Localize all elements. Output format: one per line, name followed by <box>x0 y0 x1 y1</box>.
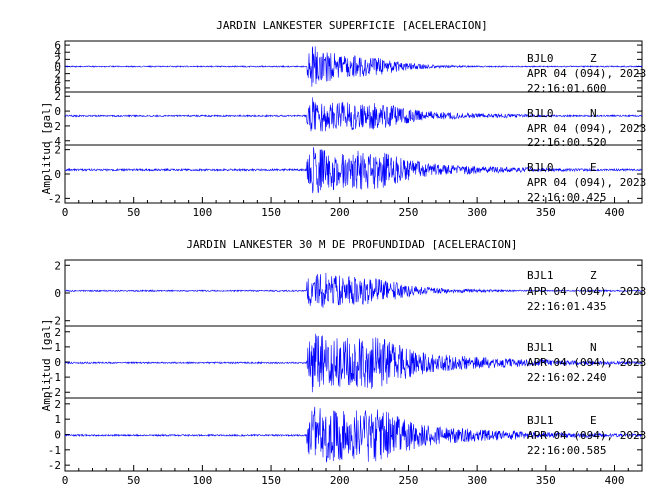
date-label: APR 04 (094), 2023 <box>527 356 646 369</box>
chart-title: JARDIN LANKESTER SUPERFICIE [ACELERACION… <box>216 19 488 32</box>
y-tick-label: 4 <box>54 75 61 88</box>
x-tick-label: 400 <box>605 206 625 219</box>
x-tick-label: 350 <box>536 474 556 487</box>
y-tick-label: -1 <box>48 444 61 457</box>
station-label: BJL0 <box>527 161 554 174</box>
x-tick-label: 100 <box>192 474 212 487</box>
time-label: 22:16:00.520 <box>527 136 606 149</box>
panel-bjl1-n: 2 1 0 -1 -2 BJL1 N APR 04 (094), 2023 22:16:… <box>48 325 646 399</box>
y-tick-label: 0 <box>54 429 61 442</box>
y-ticks: 2 0 -2 <box>48 144 642 205</box>
y-tick-label: 2 <box>54 68 61 81</box>
y-tick-label: 2 <box>54 144 61 157</box>
waveform-trace <box>64 147 643 194</box>
y-tick-label: 2 <box>54 398 61 411</box>
waveform-trace <box>64 272 643 308</box>
waveform-trace <box>64 406 643 463</box>
x-tick-label: 200 <box>330 474 350 487</box>
time-label: 22:16:02.240 <box>527 371 606 384</box>
x-tick-label: 300 <box>467 206 487 219</box>
station-label: BJL1 <box>527 414 554 427</box>
x-tick-label: 200 <box>330 206 350 219</box>
time-label: 22:16:01.600 <box>527 82 606 95</box>
x-tick-label: 50 <box>127 474 140 487</box>
y-tick-label: 6 <box>54 39 61 52</box>
x-tick-label: 150 <box>261 206 281 219</box>
date-label: APR 04 (094), 2023 <box>527 176 646 189</box>
y-tick-label: 6 <box>54 82 61 95</box>
y-tick-label: -2 <box>48 192 61 205</box>
x-tick-label: 350 <box>536 206 556 219</box>
y-tick-label: -1 <box>48 371 61 384</box>
component-label: Z <box>590 52 597 65</box>
date-label: APR 04 (094), 2023 <box>527 429 646 442</box>
x-tick-label: 0 <box>62 206 69 219</box>
time-label: 22:16:00.585 <box>527 444 606 457</box>
y-tick-label: 2 <box>54 53 61 66</box>
component-label: E <box>590 414 597 427</box>
y-tick-label: 1 <box>54 413 61 426</box>
y-tick-label: 0 <box>54 287 61 300</box>
y-ticks: 2 0 -2 -4 <box>48 90 642 148</box>
waveform-trace <box>64 46 643 87</box>
y-axis-label: Amplitud [gal] <box>40 102 53 195</box>
chart-title: JARDIN LANKESTER 30 M DE PROFUNDIDAD [AC… <box>186 238 517 251</box>
chart-superficie: JARDIN LANKESTER SUPERFICIE [ACELERACION… <box>40 19 646 219</box>
y-ticks: 2 0 -2 <box>48 259 642 328</box>
station-label: BJL0 <box>527 107 554 120</box>
x-tick-label: 0 <box>62 474 69 487</box>
y-tick-label: 2 <box>54 326 61 339</box>
date-label: APR 04 (094), 2023 <box>527 122 646 135</box>
y-tick-label: -2 <box>48 459 61 472</box>
x-tick-label: 100 <box>192 206 212 219</box>
y-tick-label: 2 <box>54 259 61 272</box>
x-axis: 0 50 100 150 200 250 300 350 400 <box>62 465 643 487</box>
y-tick-label: 1 <box>54 341 61 354</box>
y-tick-label: 0 <box>54 168 61 181</box>
x-tick-label: 50 <box>127 206 140 219</box>
panel-bjl1-e: 2 1 0 -1 -2 BJL1 E APR 04 (094), 2023 22:16:… <box>48 397 646 472</box>
x-tick-label: 250 <box>399 206 419 219</box>
component-label: N <box>590 341 597 354</box>
component-label: E <box>590 161 597 174</box>
panel-bjl0-e: 2 0 -2 BJL0 E APR 04 (094), 2023 22:16:00.… <box>48 144 646 206</box>
waveform-trace <box>64 333 643 393</box>
x-tick-label: 300 <box>467 474 487 487</box>
chart-profundidad: JARDIN LANKESTER 30 M DE PROFUNDIDAD [AC… <box>40 238 646 487</box>
panel-bjl0-n: 2 0 -2 -4 BJL0 N APR 04 (094), 2023 22:16:0… <box>48 90 646 149</box>
y-tick-label: 0 <box>54 356 61 369</box>
y-ticks: 2 1 0 -1 -2 <box>48 398 642 472</box>
date-label: APR 04 (094), 2023 <box>527 67 646 80</box>
y-tick-label: -2 <box>48 386 61 399</box>
y-tick-label: -2 <box>48 120 61 133</box>
y-tick-label: -2 <box>48 315 61 328</box>
station-label: BJL1 <box>527 269 554 282</box>
y-tick-label: 4 <box>54 46 61 59</box>
x-tick-label: 400 <box>605 474 625 487</box>
component-label: N <box>590 107 597 120</box>
date-label: APR 04 (094), 2023 <box>527 285 646 298</box>
x-tick-label: 150 <box>261 474 281 487</box>
y-tick-label: 2 <box>54 90 61 103</box>
component-label: Z <box>590 269 597 282</box>
station-label: BJL0 <box>527 52 554 65</box>
y-tick-label: -4 <box>48 135 62 148</box>
station-label: BJL1 <box>527 341 554 354</box>
time-label: 22:16:00.425 <box>527 191 606 204</box>
waveform-trace <box>64 97 643 132</box>
x-tick-label: 250 <box>399 474 419 487</box>
time-label: 22:16:01.435 <box>527 300 606 313</box>
y-tick-label: 0 <box>54 61 61 74</box>
y-tick-label: 0 <box>54 105 61 118</box>
x-axis: 0 50 100 150 200 250 300 350 400 <box>62 197 643 219</box>
y-axis-label: Amplitud [gal] <box>40 319 53 412</box>
panel-bjl1-z: 2 0 -2 BJL1 Z APR 04 (094), 2023 22:16:01.… <box>48 259 646 327</box>
